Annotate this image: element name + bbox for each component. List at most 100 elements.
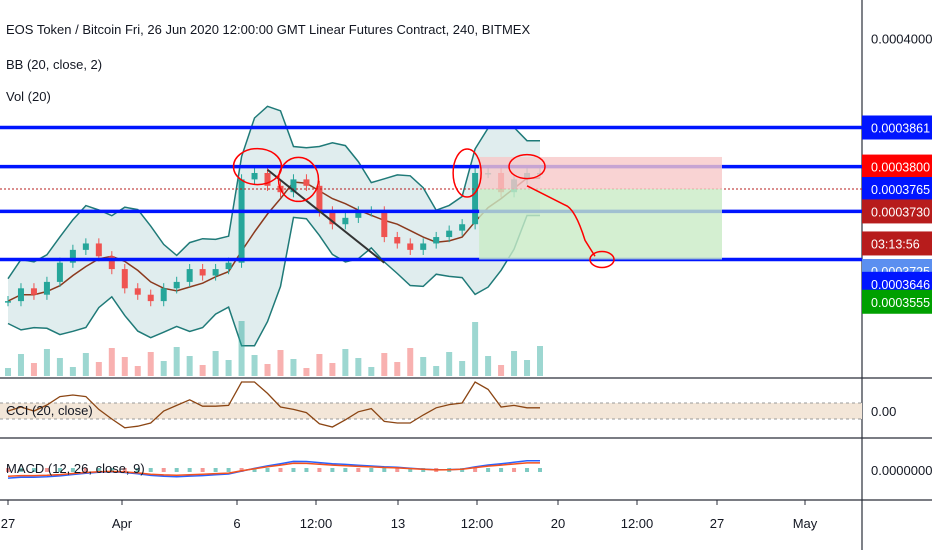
macd-histogram-bar [278, 468, 283, 472]
candle[interactable] [329, 211, 336, 225]
macd-histogram-bar [473, 468, 478, 472]
price-tag-label: 0.0003555 [871, 296, 930, 310]
bb-indicator-label[interactable]: BB (20, close, 2) [6, 57, 103, 72]
candle[interactable] [108, 256, 115, 270]
candle[interactable] [43, 281, 50, 295]
volume-bar [186, 356, 193, 376]
price-tag[interactable] [862, 115, 932, 140]
candle[interactable] [95, 243, 102, 257]
volume-bar [303, 368, 310, 376]
stop-loss-zone[interactable] [479, 156, 722, 189]
candle[interactable] [186, 269, 193, 282]
candle[interactable] [342, 217, 349, 225]
price-tag-label: 03:13:56 [871, 237, 920, 251]
macd-histogram-bar [486, 468, 491, 472]
price-tag-label: 0.0003800 [871, 161, 930, 175]
macd-histogram-bar [356, 468, 361, 472]
candle[interactable] [446, 230, 453, 238]
bollinger-upper-line [7, 105, 540, 280]
candle[interactable] [433, 237, 440, 244]
price-tag-label: 0.0003646 [871, 278, 930, 292]
time-tick-label: Apr [112, 516, 133, 531]
macd-axis-label: 0.0000000 [871, 463, 932, 478]
macd-histogram-bar [304, 468, 309, 472]
price-tag-label: 0.0003861 [871, 121, 930, 135]
time-tick-label: 27 [710, 516, 724, 531]
volume-bar [108, 348, 115, 376]
volume-bar [212, 351, 219, 376]
candle[interactable] [121, 269, 128, 289]
annotation-circle[interactable] [452, 148, 482, 198]
candle[interactable] [30, 288, 37, 295]
volume-bar [69, 367, 76, 376]
candle[interactable] [264, 172, 271, 186]
candle[interactable] [381, 211, 388, 238]
price-tag[interactable] [862, 177, 932, 201]
target-circle[interactable] [589, 250, 615, 269]
volume-bar [537, 346, 543, 376]
candle[interactable] [212, 269, 219, 276]
candle[interactable] [238, 179, 245, 263]
volume-bar [342, 349, 349, 376]
volume-bar [277, 350, 284, 376]
volume-indicator-label[interactable]: Vol (20) [6, 89, 51, 104]
candle[interactable] [199, 269, 206, 276]
volume-bar [407, 348, 414, 376]
time-tick-label: 20 [551, 516, 565, 531]
projection-path[interactable] [526, 185, 596, 257]
volume-bar [290, 359, 297, 376]
volume-bar [524, 360, 531, 376]
annotation-circle[interactable] [277, 156, 320, 203]
price-tag[interactable] [862, 289, 932, 314]
candle[interactable] [56, 262, 63, 282]
candle[interactable] [251, 172, 258, 180]
candle[interactable] [472, 172, 479, 225]
time-tick-label: 13 [391, 516, 405, 531]
candle[interactable] [5, 301, 11, 303]
price-tag[interactable] [862, 231, 932, 256]
macd-histogram-bar [499, 468, 504, 472]
trendline[interactable] [266, 168, 385, 264]
price-tag[interactable] [862, 199, 932, 224]
volume-bar [43, 349, 50, 376]
candle[interactable] [82, 243, 89, 250]
macd-histogram-bar [148, 468, 153, 472]
candle[interactable] [394, 237, 401, 244]
candle[interactable] [290, 179, 297, 193]
volume-bar [381, 353, 388, 376]
candle[interactable] [134, 288, 141, 295]
candle[interactable] [160, 288, 167, 302]
macd-histogram-bar [382, 468, 387, 472]
volume-bar [147, 352, 154, 376]
volume-bar [56, 358, 63, 376]
candle[interactable] [459, 224, 466, 231]
candle[interactable] [355, 211, 362, 218]
macd-histogram-bar [525, 468, 530, 472]
volume-bar [316, 354, 323, 376]
price-tag[interactable] [862, 154, 932, 179]
macd-histogram-bar [330, 468, 335, 472]
candle[interactable] [420, 243, 427, 250]
candle[interactable] [147, 294, 154, 302]
volume-bar [420, 357, 427, 376]
candle[interactable] [17, 288, 24, 302]
annotation-circle[interactable] [508, 153, 546, 180]
volume-bar [472, 322, 479, 376]
macd-histogram-bar [265, 468, 270, 472]
volume-bar [173, 347, 180, 376]
candle[interactable] [225, 262, 232, 270]
macd-histogram-bar [122, 468, 127, 472]
volume-bar [394, 362, 401, 376]
time-tick-label: 27 [1, 516, 15, 531]
candle[interactable] [173, 281, 180, 289]
macd-histogram-bar [226, 468, 231, 472]
candle[interactable] [303, 179, 310, 186]
macd-histogram-bar [174, 468, 179, 472]
take-profit-zone[interactable] [479, 189, 722, 260]
bollinger-lower-line [7, 214, 540, 347]
candle[interactable] [316, 185, 323, 212]
candle[interactable] [407, 243, 414, 250]
candle[interactable] [69, 249, 76, 263]
volume-bar [446, 352, 453, 376]
